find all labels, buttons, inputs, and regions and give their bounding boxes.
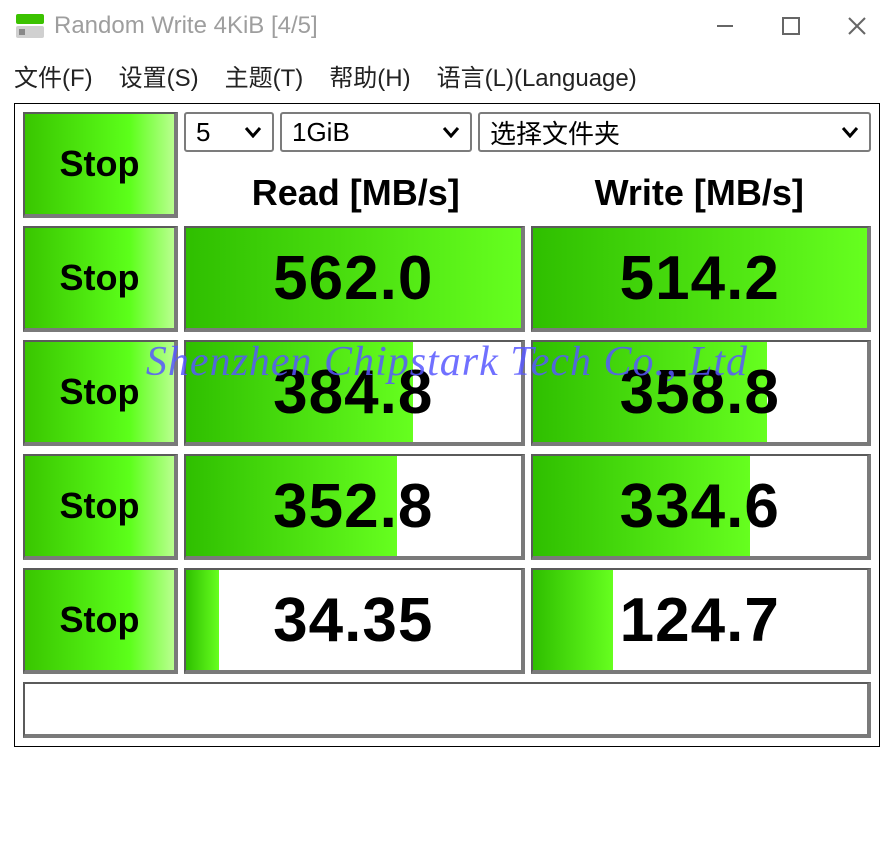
maximize-button[interactable] [758,0,824,52]
top-row: Stop 5 1GiB 选择文件夹 [23,112,871,218]
result-row: Stop 34.35 124.7 [23,568,871,674]
test-size-value: 1GiB [292,117,350,148]
chevron-down-icon [432,126,460,138]
stop-button-label: Stop [60,257,140,299]
write-value-cell: 124.7 [531,568,872,674]
write-value: 334.6 [620,471,780,542]
read-value: 34.35 [273,585,433,656]
read-value-cell: 384.8 [184,340,525,446]
write-value-cell: 334.6 [531,454,872,560]
chevron-down-icon [234,126,262,138]
write-value: 358.8 [620,357,780,428]
stop-button[interactable]: Stop [23,568,178,674]
all-stop-button[interactable]: Stop [23,112,178,218]
folder-select[interactable]: 选择文件夹 [478,112,871,152]
menubar: 文件(F) 设置(S) 主题(T) 帮助(H) 语言(L)(Language) [0,52,894,103]
all-stop-label: Stop [60,143,140,185]
selectors: 5 1GiB 选择文件夹 [184,112,871,152]
write-value-cell: 358.8 [531,340,872,446]
read-value: 562.0 [273,243,433,314]
test-count-select[interactable]: 5 [184,112,274,152]
stop-button[interactable]: Stop [23,340,178,446]
read-value-cell: 34.35 [184,568,525,674]
content-panel: Stop 5 1GiB 选择文件夹 [14,103,880,747]
header-read: Read [MB/s] [184,172,528,214]
read-bar [186,570,219,670]
window-controls [692,0,890,52]
stop-button[interactable]: Stop [23,226,178,332]
write-value: 514.2 [620,243,780,314]
top-right: 5 1GiB 选择文件夹 [184,112,871,218]
stop-button-label: Stop [60,599,140,641]
test-count-value: 5 [196,117,210,148]
read-value: 384.8 [273,357,433,428]
read-value: 352.8 [273,471,433,542]
write-value-cell: 514.2 [531,226,872,332]
stop-button-label: Stop [60,485,140,527]
read-value-cell: 562.0 [184,226,525,332]
stop-button-cell: Stop [23,340,178,446]
menu-file[interactable]: 文件(F) [14,58,93,93]
folder-value: 选择文件夹 [490,114,620,151]
write-bar [533,570,613,670]
info-bar [23,682,871,738]
stop-button-cell: Stop [23,226,178,332]
stop-button-label: Stop [60,371,140,413]
header-write: Write [MB/s] [528,172,872,214]
menu-theme[interactable]: 主题(T) [225,58,304,93]
result-row: Stop 562.0 514.2 [23,226,871,332]
window-title: Random Write 4KiB [4/5] [54,12,692,40]
chevron-down-icon [831,126,859,138]
main-stop-cell: Stop [23,112,178,218]
read-value-cell: 352.8 [184,454,525,560]
result-row: Stop 352.8 334.6 [23,454,871,560]
result-row: Stop 384.8 358.8 [23,340,871,446]
app-icon [14,10,46,42]
minimize-button[interactable] [692,0,758,52]
write-value: 124.7 [620,585,780,656]
menu-language[interactable]: 语言(L)(Language) [437,58,637,93]
close-button[interactable] [824,0,890,52]
titlebar: Random Write 4KiB [4/5] [0,0,894,52]
stop-button-cell: Stop [23,568,178,674]
column-headers: Read [MB/s] Write [MB/s] [184,152,871,218]
test-size-select[interactable]: 1GiB [280,112,472,152]
stop-button[interactable]: Stop [23,454,178,560]
stop-button-cell: Stop [23,454,178,560]
menu-help[interactable]: 帮助(H) [329,58,410,93]
menu-settings[interactable]: 设置(S) [119,58,199,93]
